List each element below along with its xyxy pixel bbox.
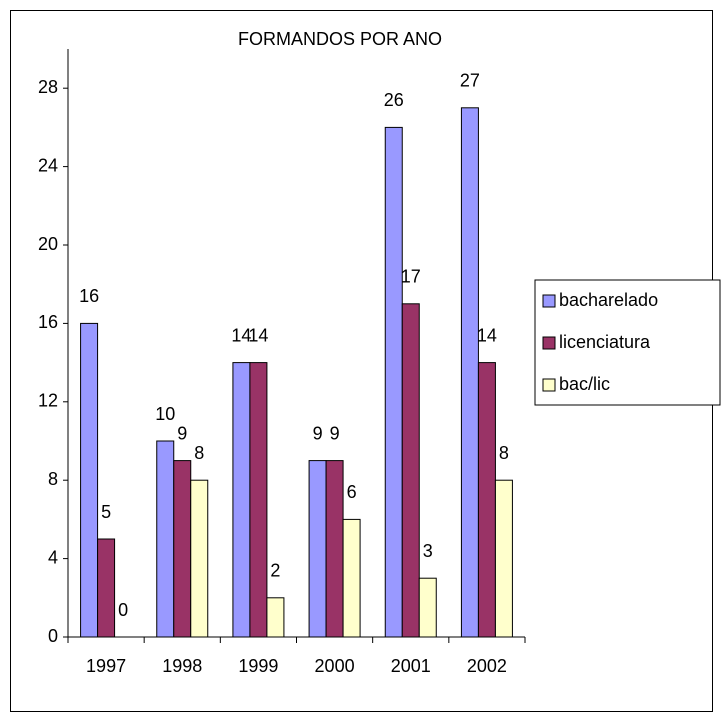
bar xyxy=(232,362,251,638)
legend-swatch xyxy=(542,378,556,392)
data-label: 5 xyxy=(101,502,111,522)
bar xyxy=(342,518,361,638)
data-label: 8 xyxy=(499,443,509,463)
data-label: 2 xyxy=(270,561,280,581)
legend-label: bac/lic xyxy=(559,374,610,394)
x-tick-label: 1999 xyxy=(238,656,278,676)
data-label: 8 xyxy=(194,443,204,463)
data-label: 14 xyxy=(477,325,497,345)
x-tick-label: 2001 xyxy=(391,656,431,676)
x-tick-label: 2002 xyxy=(467,656,507,676)
bar xyxy=(477,362,496,638)
x-tick-label: 2000 xyxy=(315,656,355,676)
data-label: 27 xyxy=(460,71,480,91)
bar xyxy=(173,460,192,638)
legend-label: bacharelado xyxy=(559,290,658,310)
y-tick-label: 12 xyxy=(38,391,58,411)
data-label: 16 xyxy=(79,286,99,306)
data-label: 14 xyxy=(231,325,251,345)
x-tick-label: 1998 xyxy=(162,656,202,676)
legend-swatch xyxy=(542,294,556,308)
bar xyxy=(418,577,437,638)
bar xyxy=(249,362,268,638)
bar xyxy=(156,440,175,638)
data-label: 10 xyxy=(155,404,175,424)
bar xyxy=(460,107,479,638)
y-tick-label: 20 xyxy=(38,234,58,254)
bar xyxy=(190,479,209,638)
legend-swatch xyxy=(542,336,556,350)
data-label: 9 xyxy=(313,423,323,443)
y-tick-label: 28 xyxy=(38,77,58,97)
data-label: 26 xyxy=(384,90,404,110)
data-label: 6 xyxy=(347,482,357,502)
bar xyxy=(266,597,285,638)
y-tick-label: 24 xyxy=(38,155,58,175)
legend-box xyxy=(534,279,721,406)
y-tick-label: 0 xyxy=(48,626,58,646)
y-tick-label: 8 xyxy=(48,469,58,489)
data-label: 17 xyxy=(401,267,421,287)
x-tick-label: 1997 xyxy=(86,656,126,676)
bar xyxy=(494,479,513,638)
legend-label: licenciatura xyxy=(559,332,651,352)
bar xyxy=(401,303,420,638)
data-label: 9 xyxy=(330,423,340,443)
y-tick-label: 16 xyxy=(38,312,58,332)
bar xyxy=(325,460,344,638)
chart-title: FORMANDOS POR ANO xyxy=(238,29,442,49)
data-label: 14 xyxy=(248,325,268,345)
y-tick-label: 4 xyxy=(48,547,58,567)
data-label: 3 xyxy=(423,541,433,561)
data-label: 0 xyxy=(118,600,128,620)
bar xyxy=(80,322,99,638)
bar xyxy=(384,126,403,638)
bar xyxy=(308,460,327,638)
bar xyxy=(97,538,116,638)
data-label: 9 xyxy=(177,423,187,443)
